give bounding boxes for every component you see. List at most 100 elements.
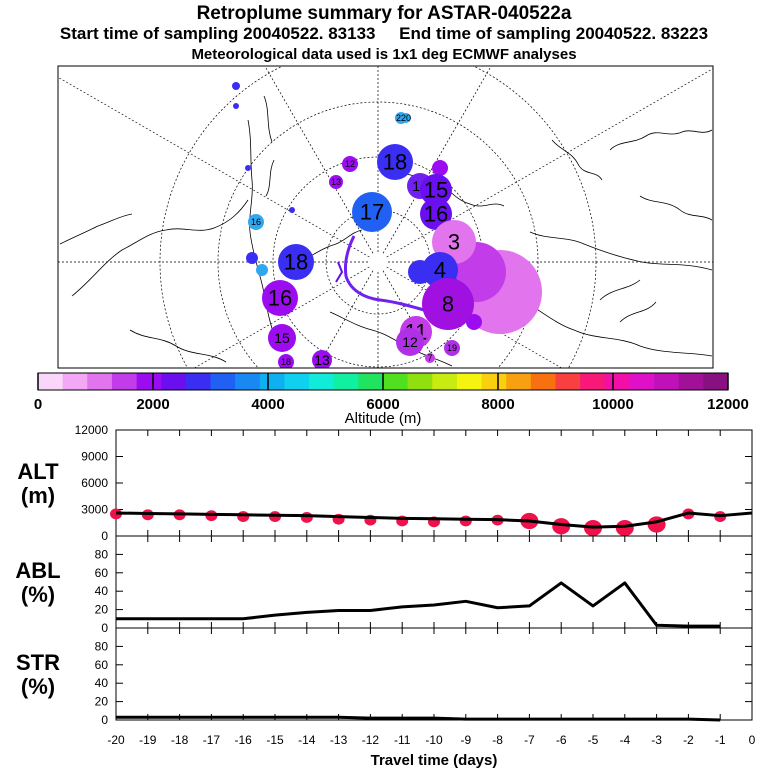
colorbar-tick-label: 2000 [136, 396, 169, 413]
panel-ylabel-unit: (%) [21, 582, 55, 607]
plume-cluster-circle [422, 278, 474, 330]
plume-cluster-circle [232, 82, 240, 90]
coastline-segment [529, 231, 713, 271]
colorbar-label: Altitude (m) [345, 410, 422, 427]
plume-cluster-label: 4 [434, 258, 446, 283]
panel-ylabel: STR [16, 650, 60, 675]
y-tick-label: 20 [95, 695, 109, 709]
plume-cluster-circle [420, 198, 452, 230]
x-tick-label: -15 [266, 733, 284, 747]
x-tick-label: -1 [715, 733, 726, 747]
colorbar-swatch [383, 373, 408, 390]
colorbar-swatch [555, 373, 581, 390]
x-tick-label: -3 [651, 733, 662, 747]
coastline-segment [71, 199, 249, 297]
plume-cluster-label: 20 [401, 113, 411, 123]
y-tick-label: 20 [95, 603, 109, 617]
coastline-segment [599, 279, 657, 323]
plume-cluster-label: 16 [251, 217, 261, 227]
plume-cluster-circle [352, 192, 392, 232]
altitude-cluster-marker [459, 515, 472, 527]
colorbar-swatch [87, 373, 113, 390]
plume-cluster-label: 18 [281, 357, 291, 367]
colorbar-swatch [456, 373, 482, 390]
panel-str: 0 20 40 60 80 STR(%) [16, 627, 753, 727]
colorbar-swatch [309, 373, 335, 390]
plume-cluster-label: 12 [402, 334, 418, 350]
altitude-colorbar: 0 2000 4000 6000 8000 10000 12000 Altitude (m) [34, 372, 749, 427]
colorbar-swatch [333, 373, 359, 390]
plume-cluster-circle [329, 175, 343, 189]
x-tick-label: -2 [683, 733, 694, 747]
map-area: 2018121314151617183481112151618131920167 [58, 66, 713, 368]
plume-cluster-label: 12 [345, 159, 355, 169]
colorbar-tick-label: 0 [34, 396, 42, 413]
colorbar-tick-label: 6000 [366, 396, 399, 413]
x-tick-label: -9 [460, 733, 471, 747]
altitude-cluster-marker [300, 512, 313, 523]
series-line-str [116, 715, 721, 722]
panel-alt: 0 3000 6000 9000 12000 ALT(m) [17, 423, 753, 543]
plume-cluster-circle [278, 354, 294, 368]
y-tick-label: 40 [95, 584, 109, 598]
panel-ylabel: ABL [15, 558, 60, 583]
colorbar-swatch [432, 373, 458, 390]
plume-cluster-label: 13 [331, 177, 341, 187]
colorbar-swatch [530, 373, 556, 390]
colorbar-swatch [358, 373, 384, 390]
y-tick-label: 9000 [81, 450, 108, 464]
x-tick-label: -12 [362, 733, 380, 747]
plume-cluster-label: 7 [427, 353, 432, 363]
x-tick-label: -5 [588, 733, 599, 747]
colorbar-swatch [703, 373, 729, 390]
colorbar-swatch [62, 373, 88, 390]
x-tick-label: -8 [492, 733, 503, 747]
coastlines [59, 95, 713, 367]
panel-abl: 0 20 40 60 80 ABL(%) [15, 535, 753, 635]
coastline-segment [609, 129, 713, 151]
trajectory-branch [335, 261, 344, 283]
plume-cluster-circle [466, 314, 482, 330]
colorbar-swatch [678, 373, 704, 390]
plume-cluster-label: 18 [383, 150, 407, 175]
colorbar-swatch [136, 373, 162, 390]
y-tick-label: 80 [95, 547, 109, 561]
coastline-segment [59, 213, 133, 245]
colorbar-swatch [38, 373, 63, 390]
colorbar-swatch [161, 373, 187, 390]
colorbar-tick-label: 4000 [251, 396, 284, 413]
panel-ylabel-unit: (m) [21, 483, 55, 508]
x-tick-label: -11 [394, 733, 411, 747]
x-tick-label: 0 [749, 733, 756, 747]
x-tick-label: -16 [235, 733, 253, 747]
panel-frame [115, 627, 753, 721]
x-tick-label: -10 [425, 733, 443, 747]
panel-frame [115, 535, 753, 629]
altitude-cluster-marker [615, 519, 634, 537]
x-tick-label: -13 [330, 733, 348, 747]
plume-cluster-circle [420, 174, 452, 206]
plume-cluster-circle [432, 160, 448, 176]
plume-cluster-circle [245, 165, 251, 171]
series-line-alt [115, 511, 753, 529]
plume-cluster-label: 8 [442, 292, 454, 317]
colorbar-swatch [210, 373, 236, 390]
y-tick-label: 3000 [81, 503, 108, 517]
y-tick-label: 0 [101, 713, 108, 727]
y-tick-label: 0 [101, 621, 108, 635]
plume-cluster-circle [312, 350, 332, 368]
y-tick-label: 6000 [81, 476, 108, 490]
colorbar-swatch [481, 373, 507, 390]
x-axis-label: Travel time (days) [371, 752, 498, 768]
x-tick-label: -20 [107, 733, 125, 747]
x-tick-label: -18 [171, 733, 189, 747]
plume-cluster-circle [444, 340, 460, 356]
colorbar-swatch [284, 373, 310, 390]
colorbar-swatch [185, 373, 211, 390]
figure-subtitle: Start time of sampling 20040522. 83133 E… [59, 24, 709, 43]
plume-cluster-label: 20 [396, 113, 406, 123]
plume-cluster-circle [278, 244, 314, 280]
plume-cluster-circle [289, 207, 295, 213]
map-graticule [58, 66, 713, 368]
